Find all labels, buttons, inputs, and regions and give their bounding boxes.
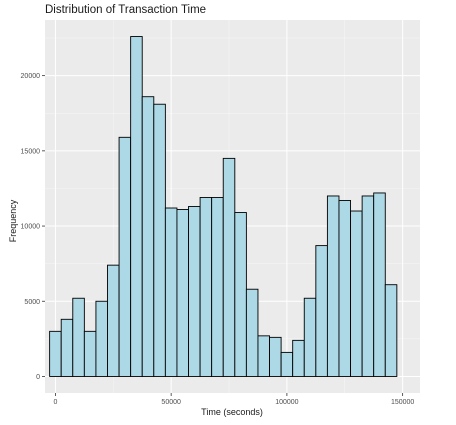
histogram-bar xyxy=(130,36,143,377)
histogram-bar xyxy=(95,300,108,377)
y-axis-ticks: 0 5000 10000 15000 20000 xyxy=(21,73,45,381)
histogram-bar xyxy=(303,297,317,377)
x-axis-title: Time (seconds) xyxy=(201,407,263,417)
histogram-bar xyxy=(326,195,340,377)
histogram-bar xyxy=(292,339,305,377)
histogram-bar xyxy=(222,157,236,377)
histogram-bar xyxy=(107,264,120,377)
histogram-bar xyxy=(164,207,178,377)
histogram-bar xyxy=(350,210,363,377)
histogram-bar xyxy=(315,245,328,377)
x-tick-label: 150000 xyxy=(391,399,414,406)
histogram-bar xyxy=(361,195,375,377)
histogram-bar xyxy=(83,330,97,377)
x-tick-label: 0 xyxy=(53,399,57,406)
histogram-bar xyxy=(211,197,224,377)
histogram-bar xyxy=(269,336,282,377)
histogram-bar xyxy=(72,297,85,377)
y-axis-title: Frequency xyxy=(8,199,18,242)
histogram-bar xyxy=(118,136,132,377)
y-tick-label: 0 xyxy=(36,374,40,381)
y-tick-label: 20000 xyxy=(21,73,41,80)
histogram-bar xyxy=(373,192,386,377)
histogram-bar xyxy=(199,197,213,377)
x-axis-ticks: 0 50000 100000 150000 xyxy=(53,393,414,406)
x-tick-label: 100000 xyxy=(275,399,298,406)
histogram-bar xyxy=(245,288,259,377)
histogram-bar xyxy=(338,200,352,377)
histogram-bar xyxy=(188,206,201,377)
histogram-bar xyxy=(234,212,247,377)
histogram-bar xyxy=(257,335,270,377)
histogram-bar xyxy=(153,103,166,377)
histogram-bar xyxy=(49,330,62,377)
y-tick-label: 5000 xyxy=(24,299,40,306)
chart-title: Distribution of Transaction Time xyxy=(45,4,206,16)
histogram-bar xyxy=(141,96,155,377)
histogram-bars xyxy=(49,36,398,377)
histogram-bar xyxy=(280,351,294,377)
histogram-bar xyxy=(60,318,74,377)
x-tick-label: 50000 xyxy=(161,399,181,406)
y-tick-label: 15000 xyxy=(21,148,41,155)
y-tick-label: 10000 xyxy=(21,224,41,231)
histogram-bar xyxy=(384,284,398,377)
histogram-bar xyxy=(176,209,189,377)
